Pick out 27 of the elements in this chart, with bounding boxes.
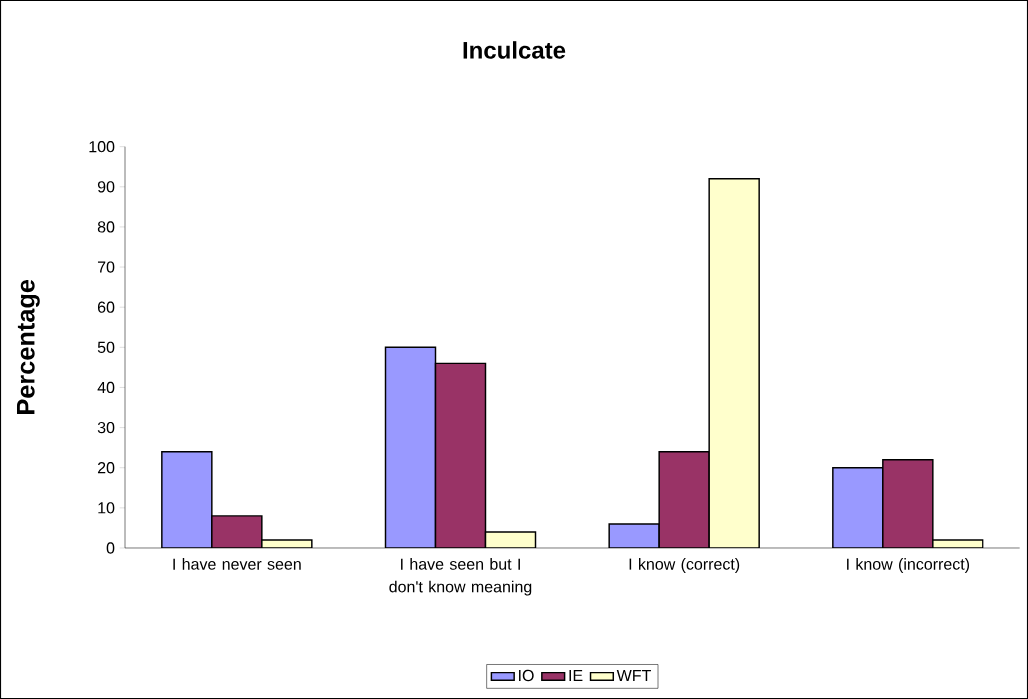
- y-tick-label: 60: [97, 301, 115, 313]
- bar: [211, 515, 263, 548]
- x-tick-label: I have never seen: [173, 558, 301, 570]
- chart-title: Inculcate: [463, 41, 566, 59]
- y-tick-label: 90: [97, 181, 115, 193]
- x-tick-label: I know (incorrect): [847, 558, 970, 573]
- legend-label: IO: [519, 669, 534, 682]
- y-tick-label: 80: [97, 221, 115, 233]
- legend-label: IE: [569, 669, 583, 681]
- y-tick-label: 10: [98, 502, 115, 514]
- y-tick-label: 30: [97, 421, 115, 434]
- bar: [161, 450, 213, 548]
- y-axis-title: Percentage: [16, 279, 40, 414]
- bar: [882, 458, 934, 548]
- x-tick-label: I have seen but I don't know meaning: [389, 558, 532, 596]
- bar: [384, 346, 437, 548]
- y-tick-label: 0: [106, 542, 115, 554]
- legend-label: WFT: [616, 669, 651, 681]
- y-tick-label: 20: [97, 462, 115, 474]
- y-tick-label: 50: [97, 341, 115, 353]
- bar: [658, 450, 710, 548]
- bar: [434, 362, 487, 548]
- y-tick-label: 40: [97, 381, 115, 394]
- x-tick-label: I know (correct): [629, 558, 740, 573]
- bar: [832, 466, 884, 548]
- y-tick-label: 100: [89, 141, 115, 153]
- y-tick-label: 70: [97, 261, 115, 273]
